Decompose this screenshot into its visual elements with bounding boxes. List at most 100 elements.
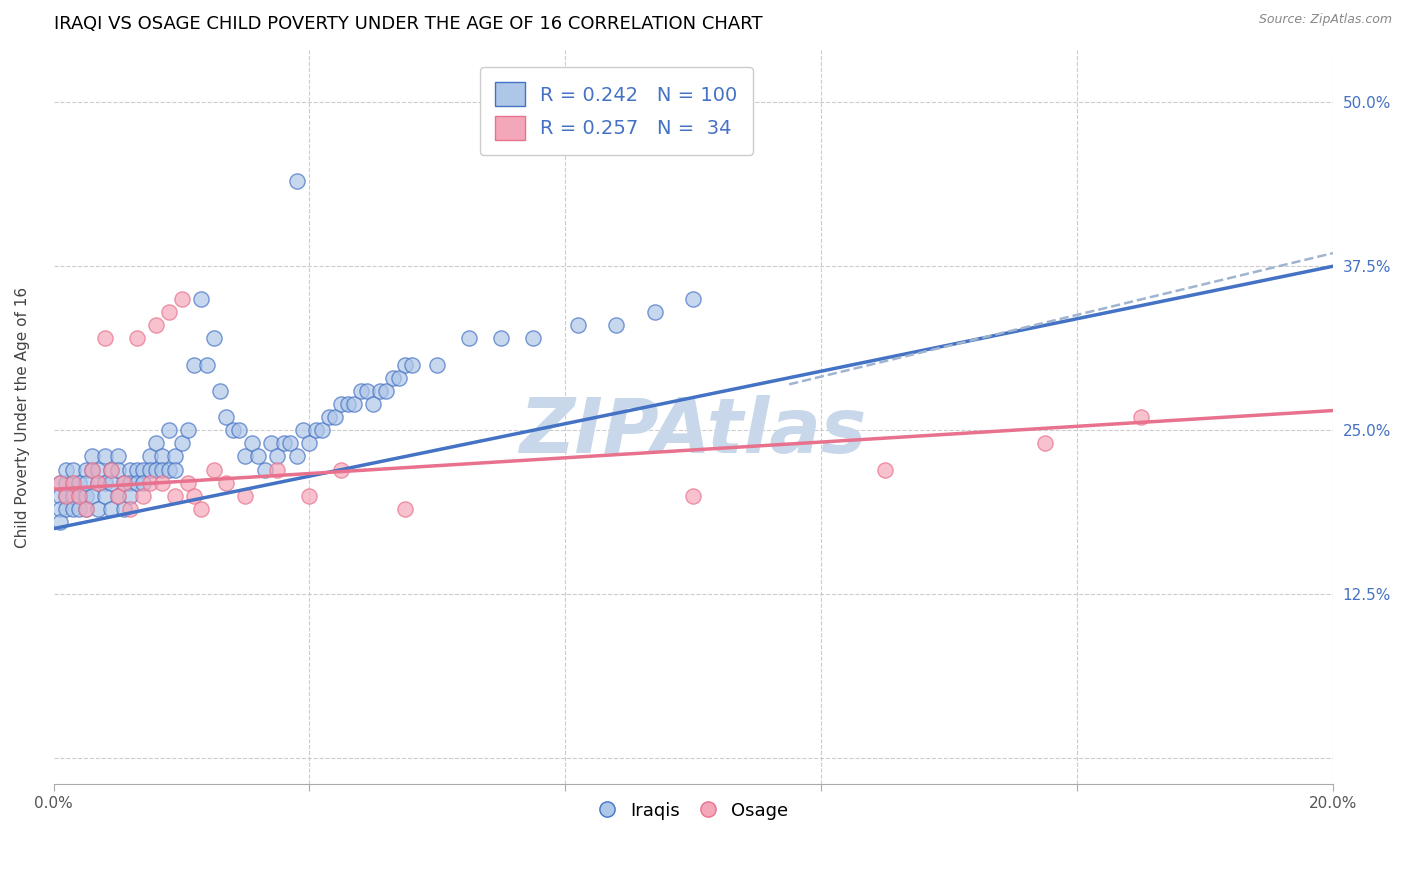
Point: [132, 475, 155, 490]
Point: [150, 475, 173, 490]
Point: [75, 502, 97, 516]
Point: [375, 384, 398, 398]
Point: [62, 462, 84, 476]
Point: [873, 462, 896, 476]
Point: [62, 489, 84, 503]
Point: [323, 410, 346, 425]
Point: [100, 462, 122, 476]
Point: [298, 436, 321, 450]
Point: [247, 450, 270, 464]
Point: [87, 462, 110, 476]
Point: [157, 462, 180, 476]
Point: [1033, 436, 1056, 450]
Point: [240, 436, 263, 450]
Point: [138, 475, 160, 490]
Point: [49, 502, 72, 516]
Point: [120, 462, 142, 476]
Point: [145, 318, 167, 333]
Point: [125, 331, 148, 345]
Point: [75, 475, 97, 490]
Point: [67, 475, 90, 490]
Text: ZIPAtlas: ZIPAtlas: [519, 395, 868, 469]
Point: [311, 423, 333, 437]
Point: [94, 450, 117, 464]
Point: [1129, 410, 1152, 425]
Point: [62, 475, 84, 490]
Point: [215, 410, 238, 425]
Point: [190, 502, 212, 516]
Legend: Iraqis, Osage: Iraqis, Osage: [591, 795, 796, 827]
Point: [165, 450, 187, 464]
Point: [107, 489, 129, 503]
Point: [165, 462, 187, 476]
Point: [87, 502, 110, 516]
Point: [125, 462, 148, 476]
Point: [222, 423, 245, 437]
Point: [107, 450, 129, 464]
Point: [112, 475, 135, 490]
Point: [183, 489, 205, 503]
Point: [94, 489, 117, 503]
Point: [49, 475, 72, 490]
Point: [49, 489, 72, 503]
Point: [266, 462, 288, 476]
Point: [381, 371, 404, 385]
Point: [394, 502, 416, 516]
Point: [107, 489, 129, 503]
Point: [343, 397, 366, 411]
Point: [55, 489, 77, 503]
Point: [401, 358, 423, 372]
Point: [100, 462, 122, 476]
Point: [567, 318, 589, 333]
Point: [235, 489, 257, 503]
Point: [55, 462, 77, 476]
Point: [100, 475, 122, 490]
Point: [80, 462, 103, 476]
Point: [132, 489, 155, 503]
Point: [125, 475, 148, 490]
Point: [195, 358, 218, 372]
Point: [157, 423, 180, 437]
Point: [228, 423, 250, 437]
Point: [120, 489, 142, 503]
Point: [80, 450, 103, 464]
Point: [62, 475, 84, 490]
Point: [644, 305, 666, 319]
Point: [94, 331, 117, 345]
Point: [107, 462, 129, 476]
Point: [67, 489, 90, 503]
Point: [330, 397, 353, 411]
Point: [298, 489, 321, 503]
Point: [336, 397, 359, 411]
Point: [94, 475, 117, 490]
Text: IRAQI VS OSAGE CHILD POVERTY UNDER THE AGE OF 16 CORRELATION CHART: IRAQI VS OSAGE CHILD POVERTY UNDER THE A…: [53, 15, 762, 33]
Point: [349, 384, 371, 398]
Point: [75, 489, 97, 503]
Point: [112, 475, 135, 490]
Point: [278, 436, 301, 450]
Point: [733, 121, 755, 136]
Point: [183, 358, 205, 372]
Point: [356, 384, 378, 398]
Point: [49, 475, 72, 490]
Point: [150, 450, 173, 464]
Point: [208, 384, 231, 398]
Point: [273, 436, 295, 450]
Point: [458, 331, 481, 345]
Point: [682, 292, 704, 306]
Point: [62, 502, 84, 516]
Point: [80, 489, 103, 503]
Point: [87, 475, 110, 490]
Text: Source: ZipAtlas.com: Source: ZipAtlas.com: [1258, 13, 1392, 27]
Point: [605, 318, 627, 333]
Point: [426, 358, 449, 372]
Point: [120, 502, 142, 516]
Point: [266, 450, 288, 464]
Point: [80, 462, 103, 476]
Point: [260, 436, 283, 450]
Point: [522, 331, 544, 345]
Point: [202, 462, 225, 476]
Point: [190, 292, 212, 306]
Point: [253, 462, 276, 476]
Point: [682, 489, 704, 503]
